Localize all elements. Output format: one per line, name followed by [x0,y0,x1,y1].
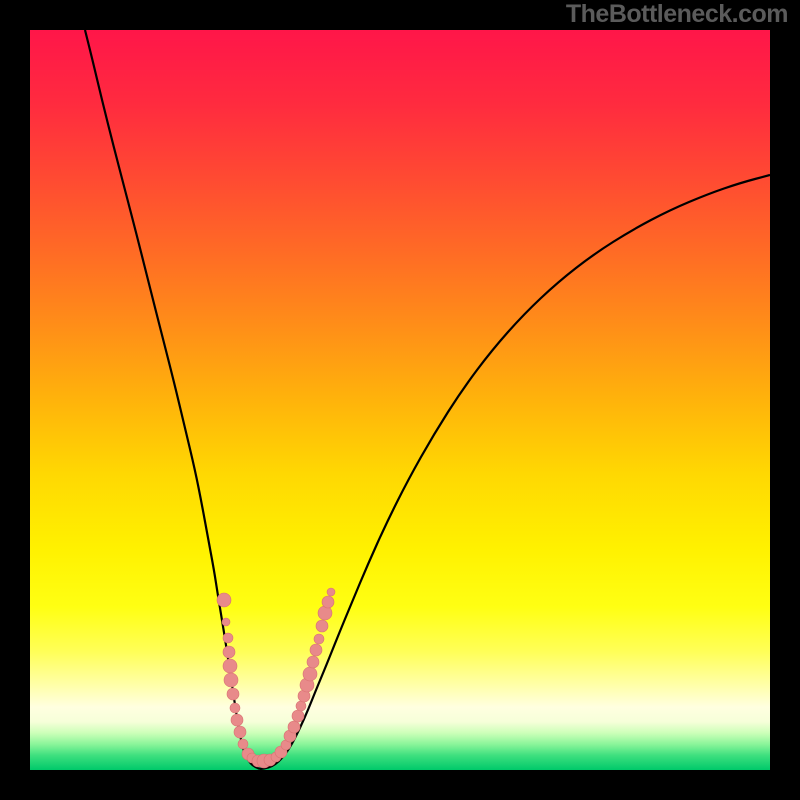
watermark-text: TheBottleneck.com [566,0,788,29]
data-marker [314,634,324,644]
data-marker [303,667,317,681]
data-marker [288,721,300,733]
data-marker [217,593,231,607]
data-marker [238,739,248,749]
data-marker [224,673,238,687]
plot-area [30,30,770,770]
data-marker [223,633,233,643]
data-marker [230,703,240,713]
curve-right-branch [260,175,770,769]
data-marker [327,588,335,596]
data-marker [310,644,322,656]
chart-container: TheBottleneck.com [0,0,800,800]
data-marker [231,714,243,726]
data-marker [223,659,237,673]
curve-layer [30,30,770,770]
data-marker [227,688,239,700]
data-marker [318,606,332,620]
curve-left-branch [85,30,260,769]
data-marker [292,710,304,722]
data-marker [307,656,319,668]
data-marker [322,596,334,608]
data-marker [316,620,328,632]
data-marker [234,726,246,738]
data-marker [296,701,306,711]
data-marker [222,618,230,626]
data-marker [223,646,235,658]
marker-cluster [217,588,335,768]
